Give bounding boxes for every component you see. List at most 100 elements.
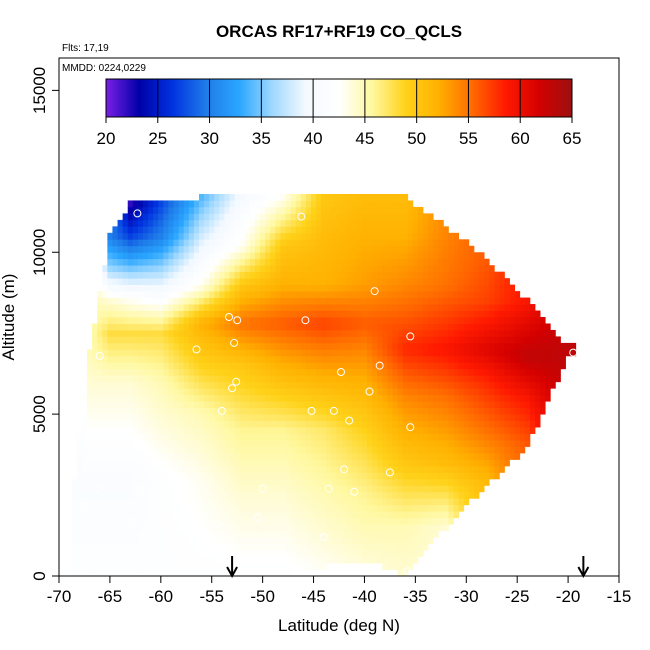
field-cell	[331, 284, 337, 292]
field-cell	[239, 440, 246, 447]
field-cell	[168, 414, 174, 422]
field-cell	[468, 297, 475, 305]
field-cell	[300, 252, 307, 260]
field-cell	[275, 278, 281, 286]
field-cell	[229, 491, 236, 499]
field-cell	[423, 284, 429, 292]
field-cell	[107, 401, 113, 409]
field-cell	[387, 427, 393, 434]
field-cell	[453, 381, 460, 389]
field-cell	[524, 381, 531, 389]
field-cell	[183, 485, 190, 493]
field-cell	[341, 323, 348, 331]
field-cell	[367, 427, 373, 434]
field-cell	[392, 239, 398, 247]
field-cell	[417, 517, 424, 525]
field-cell	[341, 388, 348, 396]
field-cell	[229, 472, 236, 480]
field-cell	[280, 368, 286, 376]
field-cell	[407, 278, 414, 286]
field-cell	[443, 511, 449, 519]
field-cell	[428, 414, 434, 422]
field-cell	[224, 511, 230, 519]
field-cell	[367, 323, 373, 331]
field-cell	[397, 193, 404, 201]
field-cell	[270, 200, 276, 208]
field-cell	[423, 440, 429, 447]
field-cell	[239, 485, 246, 493]
field-cell	[265, 530, 271, 538]
field-cell	[392, 317, 398, 324]
field-cell	[204, 517, 210, 525]
field-cell	[336, 530, 342, 538]
field-cell	[290, 420, 297, 428]
field-cell	[224, 329, 230, 337]
field-cell	[407, 323, 414, 331]
field-cell	[255, 550, 261, 557]
field-cell	[188, 239, 195, 247]
field-cell	[239, 537, 246, 545]
field-cell	[183, 245, 190, 253]
field-cell	[473, 375, 480, 383]
y-tick-label: 5000	[30, 395, 49, 433]
field-cell	[102, 543, 108, 551]
field-cell	[158, 498, 164, 506]
field-cell	[219, 206, 225, 214]
field-cell	[280, 537, 286, 545]
field-cell	[249, 323, 256, 331]
field-cell	[132, 420, 139, 428]
field-cell	[377, 297, 383, 305]
field-cell	[148, 304, 154, 311]
field-cell	[392, 537, 398, 545]
field-cell	[412, 381, 419, 389]
field-cell	[453, 329, 460, 337]
field-cell	[107, 459, 113, 467]
field-cell	[188, 355, 195, 363]
field-cell	[321, 278, 327, 286]
field-cell	[76, 498, 83, 506]
field-cell	[341, 271, 348, 279]
field-cell	[361, 317, 368, 324]
field-cell	[433, 407, 439, 415]
field-cell	[448, 433, 454, 441]
field-cell	[234, 329, 241, 337]
field-cell	[275, 537, 281, 545]
sample-point	[233, 316, 242, 325]
field-cell	[428, 504, 434, 512]
field-cell	[193, 362, 200, 370]
field-cell	[433, 375, 439, 383]
field-cell	[143, 407, 149, 415]
field-cell	[361, 252, 368, 260]
field-cell	[92, 465, 98, 473]
field-cell	[392, 304, 398, 311]
field-cell	[499, 381, 505, 389]
field-cell	[504, 342, 510, 350]
field-cell	[417, 323, 424, 331]
field-cell	[367, 401, 373, 409]
field-cell	[479, 368, 485, 376]
field-cell	[341, 394, 348, 402]
field-cell	[112, 550, 118, 557]
field-cell	[234, 362, 241, 370]
field-cell	[219, 284, 225, 292]
field-cell	[117, 226, 124, 234]
field-cell	[458, 485, 465, 493]
field-cell	[178, 550, 185, 557]
field-cell	[143, 459, 149, 467]
field-cell	[260, 368, 266, 376]
field-cell	[153, 323, 159, 331]
field-cell	[331, 317, 337, 324]
field-cell	[219, 563, 225, 570]
field-cell	[407, 271, 414, 279]
colorbar-fill	[106, 79, 572, 117]
field-cell	[407, 491, 414, 499]
field-cell	[326, 252, 332, 260]
field-cell	[382, 394, 388, 402]
field-cell	[438, 362, 444, 370]
field-cell	[479, 329, 485, 337]
field-cell	[316, 511, 322, 519]
field-cell	[377, 304, 383, 311]
field-cell	[219, 245, 225, 253]
field-cell	[204, 550, 210, 557]
field-cell	[458, 388, 465, 396]
